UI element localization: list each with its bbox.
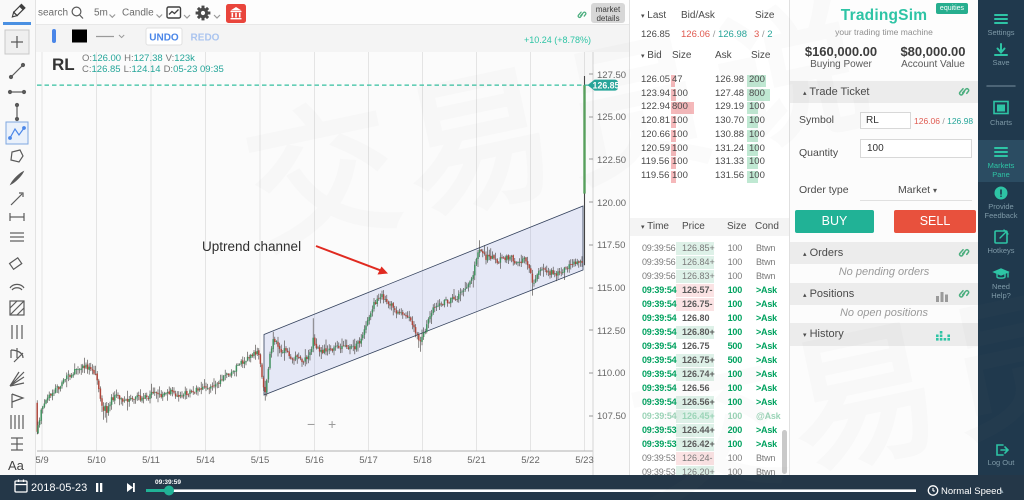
svg-text:−: − [307, 416, 315, 432]
svg-text:5m: 5m [94, 8, 108, 19]
svg-text:UNDO: UNDO [149, 33, 179, 44]
svg-text:127.50: 127.50 [597, 70, 626, 81]
svg-text:Uptrend channel: Uptrend channel [202, 239, 301, 254]
svg-text:5/18: 5/18 [413, 455, 432, 466]
svg-text:115.00: 115.00 [597, 283, 625, 294]
svg-text:Candle: Candle [122, 8, 154, 19]
svg-text:126.85: 126.85 [593, 80, 620, 90]
svg-text:5/21: 5/21 [467, 455, 486, 466]
svg-text:5/15: 5/15 [251, 455, 270, 466]
svg-text:107.50: 107.50 [597, 411, 626, 422]
svg-text:09:39:59: 09:39:59 [155, 479, 181, 486]
svg-text:125.00: 125.00 [597, 112, 626, 123]
svg-text:Normal Speed: Normal Speed [941, 486, 1002, 497]
svg-text:122.50: 122.50 [597, 155, 626, 166]
svg-text:▴: ▴ [1000, 488, 1004, 495]
svg-text:5/22: 5/22 [521, 455, 540, 466]
svg-text:5/14: 5/14 [196, 455, 215, 466]
svg-text:+: + [328, 416, 336, 432]
svg-text:C:126.85L:124.14D:05-23 09:35: C:126.85 L:124.14 D:05-23 09:35 [82, 64, 224, 75]
svg-text:5/23: 5/23 [575, 455, 594, 466]
svg-text:search: search [38, 8, 68, 19]
svg-text:REDO: REDO [191, 33, 220, 44]
svg-text:2018-05-23: 2018-05-23 [31, 482, 87, 494]
svg-text:117.50: 117.50 [597, 240, 625, 251]
svg-text:Aa: Aa [8, 458, 25, 473]
svg-text:5/9: 5/9 [36, 455, 49, 466]
svg-text:5/10: 5/10 [87, 455, 106, 466]
svg-text:5/17: 5/17 [359, 455, 378, 466]
svg-text:5/16: 5/16 [305, 455, 324, 466]
svg-text:120.00: 120.00 [597, 198, 626, 209]
svg-text:O:126.00H:127.38V:123k: O:126.00 H:127.38 V:123k [82, 53, 195, 64]
svg-text:112.50: 112.50 [597, 326, 625, 337]
svg-text:RL: RL [52, 55, 75, 74]
svg-text:110.00: 110.00 [597, 368, 625, 379]
svg-text:5/11: 5/11 [142, 455, 160, 466]
